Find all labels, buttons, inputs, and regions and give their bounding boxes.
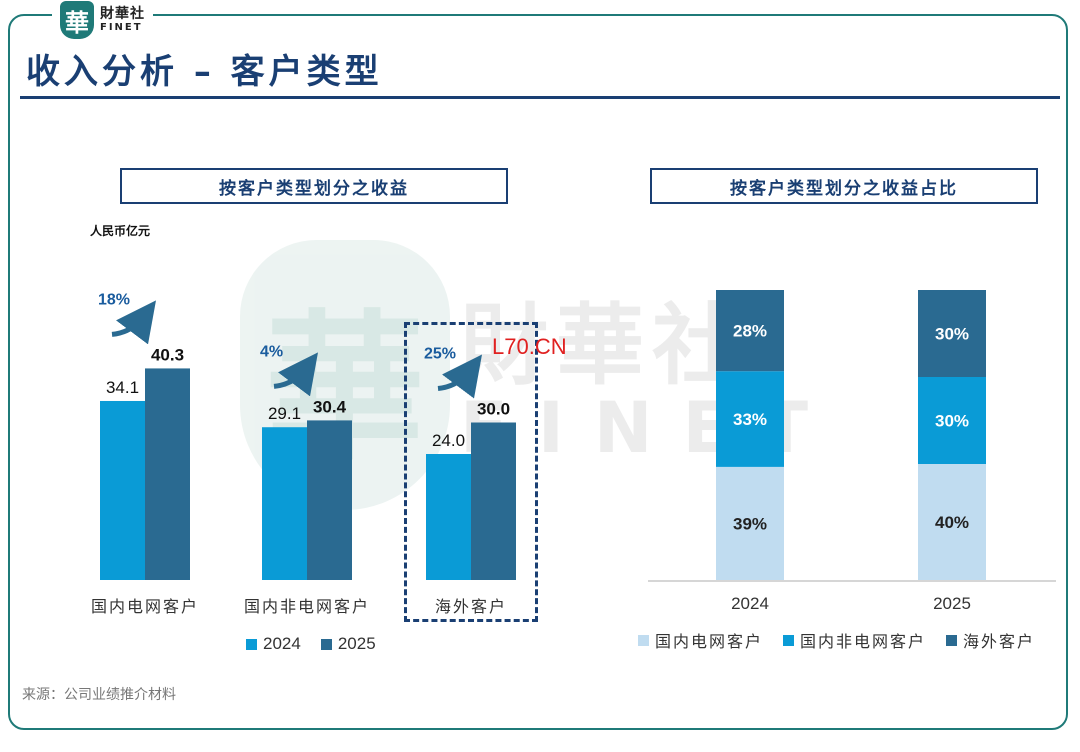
growth-arrow-icon <box>437 354 483 399</box>
legend-item-overseas: 海外客户 <box>946 628 1035 652</box>
stack-segment-label: 28% <box>733 322 767 341</box>
overseas-highlight-box <box>404 322 538 622</box>
legend-label-2024: 2024 <box>263 634 301 653</box>
bar-value-label: 30.0 <box>477 400 510 419</box>
bar-value-label: 24.0 <box>432 431 465 450</box>
stack-segment <box>716 466 784 580</box>
stack-segment-label: 30% <box>935 325 969 344</box>
legend-label-domestic-non-grid: 国内非电网客户 <box>800 632 927 651</box>
stack-segment <box>716 290 784 372</box>
legend-label-domestic-grid: 国内电网客户 <box>655 632 764 651</box>
category-label: 国内电网客户 <box>91 597 199 616</box>
brand-seal-icon: 華 <box>60 1 94 39</box>
stack-segment-label: 40% <box>935 513 969 532</box>
x-tick-label: 2024 <box>731 594 769 613</box>
growth-arrow-icon <box>111 300 157 345</box>
bar-2025-0 <box>145 368 190 580</box>
page-title: 收入分析 – 客户类型 <box>26 52 383 92</box>
legend-item-2025: 2025 <box>320 634 376 654</box>
brand-logo: 華 財華社 FINET <box>52 0 153 40</box>
left-chart-legend: 2024 2025 <box>246 634 376 654</box>
source-note: 来源：公司业绩推介材料 <box>22 687 176 703</box>
growth-arrow-icon <box>273 352 319 397</box>
stack-segment <box>918 464 986 580</box>
stack-segment-label: 30% <box>935 412 969 431</box>
stack-segment <box>716 371 784 467</box>
legend-item-domestic-grid: 国内电网客户 <box>638 628 763 652</box>
growth-label: 4% <box>260 343 283 360</box>
x-tick-label: 2025 <box>933 594 971 613</box>
right-chart-title: 按客户类型划分之收益占比 <box>650 168 1038 204</box>
bar-2024-0 <box>100 400 145 580</box>
left-chart-unit: 人民币亿元 <box>90 224 151 238</box>
stack-segment-label: 39% <box>733 514 767 533</box>
bar-value-label: 29.1 <box>268 404 301 423</box>
title-underline <box>20 96 1060 99</box>
brand-name-cn: 財華社 <box>100 6 145 22</box>
brand-name-en: FINET <box>100 22 143 33</box>
legend-swatch-2025 <box>320 638 332 650</box>
legend-item-domestic-non-grid: 国内非电网客户 <box>783 628 926 652</box>
bar-value-label: 34.1 <box>106 378 139 397</box>
bar-2025-1 <box>307 420 352 580</box>
legend-swatch-domestic-grid <box>638 634 649 646</box>
stack-segment <box>918 377 986 464</box>
site-watermark: L70.CN <box>492 334 567 359</box>
legend-swatch-domestic-non-grid <box>783 634 795 646</box>
bar-2024-2 <box>426 454 471 580</box>
legend-swatch-overseas <box>946 634 958 646</box>
stack-segment <box>918 290 986 377</box>
bar-value-label: 30.4 <box>313 397 347 416</box>
category-label: 国内非电网客户 <box>244 597 370 616</box>
right-chart-legend: 国内电网客户 国内非电网客户 海外客户 <box>638 628 1035 652</box>
legend-label-2025: 2025 <box>337 634 376 653</box>
watermark-cn: 財華社 <box>460 294 749 397</box>
legend-label-overseas: 海外客户 <box>963 632 1036 651</box>
stack-segment-label: 33% <box>733 410 767 429</box>
bar-value-label: 40.3 <box>151 345 184 364</box>
legend-swatch-2024 <box>246 638 257 650</box>
left-chart-title: 按客户类型划分之收益 <box>120 168 508 204</box>
bar-2025-2 <box>471 422 516 580</box>
bar-2024-1 <box>262 427 307 580</box>
category-label: 海外客户 <box>435 597 507 616</box>
legend-item-2024: 2024 <box>246 634 301 654</box>
